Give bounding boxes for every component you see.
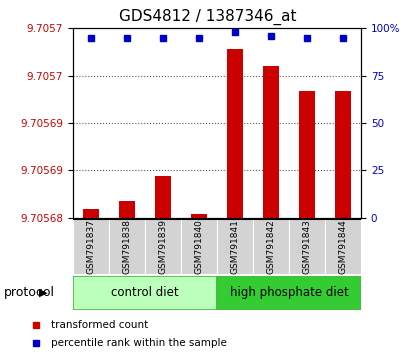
- Text: GSM791842: GSM791842: [266, 219, 276, 274]
- Bar: [73, 276, 217, 310]
- Text: control diet: control diet: [111, 286, 178, 299]
- Text: protocol: protocol: [4, 286, 55, 299]
- Bar: [227, 49, 243, 218]
- Bar: [325, 219, 361, 274]
- Bar: [253, 219, 289, 274]
- Bar: [83, 209, 99, 218]
- Text: GSM791843: GSM791843: [303, 219, 312, 274]
- Text: GSM791839: GSM791839: [158, 219, 167, 274]
- Bar: [191, 213, 207, 218]
- Bar: [73, 219, 109, 274]
- Bar: [155, 176, 171, 218]
- Text: high phosphate diet: high phosphate diet: [229, 286, 348, 299]
- Bar: [217, 219, 253, 274]
- Text: transformed count: transformed count: [51, 320, 148, 330]
- Text: GSM791844: GSM791844: [339, 219, 347, 274]
- Bar: [289, 219, 325, 274]
- Bar: [299, 91, 315, 218]
- Bar: [181, 219, 217, 274]
- Text: percentile rank within the sample: percentile rank within the sample: [51, 338, 227, 348]
- Text: GSM791840: GSM791840: [194, 219, 203, 274]
- Text: GDS4812 / 1387346_at: GDS4812 / 1387346_at: [119, 9, 296, 25]
- Text: GSM791838: GSM791838: [122, 219, 131, 274]
- Text: ▶: ▶: [39, 288, 48, 298]
- Bar: [335, 91, 351, 218]
- Bar: [119, 201, 135, 218]
- Bar: [217, 276, 361, 310]
- Bar: [109, 219, 145, 274]
- Text: GSM791837: GSM791837: [86, 219, 95, 274]
- Bar: [263, 66, 279, 218]
- Bar: [145, 219, 181, 274]
- Text: GSM791841: GSM791841: [230, 219, 239, 274]
